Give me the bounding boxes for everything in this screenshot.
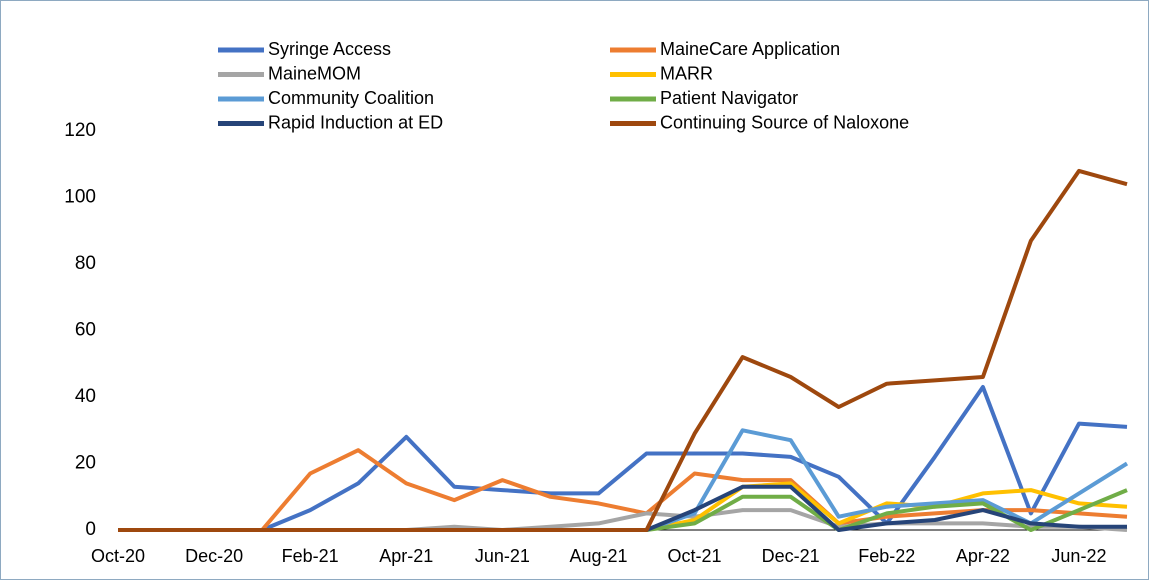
- y-tick-label: 100: [64, 187, 96, 208]
- legend-label: MaineCare Application: [660, 39, 840, 59]
- x-tick-label: Jun-22: [1051, 546, 1106, 566]
- x-tick-label: Aug-21: [569, 546, 627, 566]
- x-tick-label: Apr-21: [379, 546, 433, 566]
- legend-label: Syringe Access: [268, 39, 391, 59]
- legend-label: Patient Navigator: [660, 88, 798, 108]
- x-tick-label: Oct-20: [91, 546, 145, 566]
- y-tick-label: 40: [75, 386, 96, 407]
- y-tick-label: 80: [75, 253, 96, 274]
- series-line: [118, 385, 1128, 532]
- series-line: [118, 168, 1128, 532]
- y-tick-label: 20: [75, 453, 96, 474]
- series-line: [118, 448, 1128, 532]
- legend-label: Continuing Source of Naloxone: [660, 112, 909, 132]
- legend-label: MARR: [660, 63, 713, 83]
- legend-label: Community Coalition: [268, 88, 434, 108]
- x-tick-label: Dec-20: [185, 546, 243, 566]
- y-tick-label: 0: [85, 519, 96, 540]
- x-tick-label: Feb-22: [858, 546, 915, 566]
- y-tick-label: 120: [64, 120, 96, 141]
- legend-label: MaineMOM: [268, 63, 361, 83]
- x-tick-label: Jun-21: [475, 546, 530, 566]
- x-tick-label: Dec-21: [762, 546, 820, 566]
- x-tick-label: Feb-21: [282, 546, 339, 566]
- y-tick-label: 60: [75, 320, 96, 341]
- legend-label: Rapid Induction at ED: [268, 112, 443, 132]
- x-tick-label: Apr-22: [956, 546, 1010, 566]
- x-tick-label: Oct-21: [668, 546, 722, 566]
